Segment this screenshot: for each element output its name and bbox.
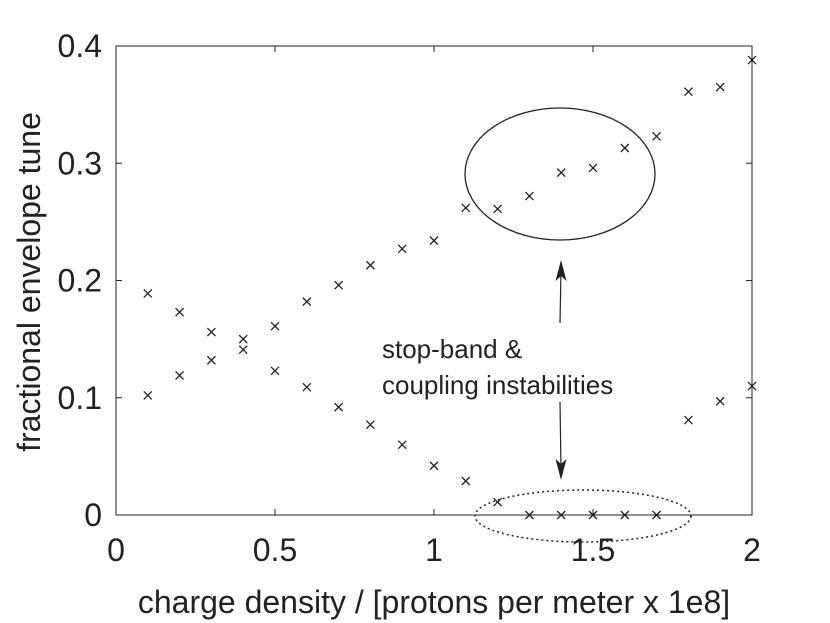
- data-point: [429, 461, 439, 471]
- x-tick-label: 2: [743, 532, 761, 568]
- data-point: [652, 510, 662, 520]
- data-point: [461, 203, 471, 213]
- y-tick-label: 0.3: [58, 145, 102, 181]
- data-point: [270, 321, 280, 331]
- y-tick-label: 0.2: [58, 263, 102, 299]
- annotation-line-2: coupling instabilities: [382, 370, 613, 400]
- annotation-line-1: stop-band &: [382, 334, 522, 364]
- data-markers: [143, 55, 757, 520]
- y-tick-label: 0.4: [58, 28, 102, 64]
- data-point: [556, 168, 566, 178]
- lower-instability-dotted-ellipse: [474, 489, 692, 543]
- data-point: [238, 345, 248, 355]
- data-point: [493, 497, 503, 507]
- data-point: [397, 440, 407, 450]
- data-point: [493, 204, 503, 214]
- data-point: [588, 163, 598, 173]
- data-point: [620, 143, 630, 153]
- data-point: [175, 307, 185, 317]
- y-tick-label: 0.1: [58, 380, 102, 416]
- data-point: [334, 280, 344, 290]
- down-arrow: [555, 401, 567, 480]
- data-point: [683, 415, 693, 425]
- data-point: [206, 355, 216, 365]
- data-point: [302, 297, 312, 307]
- x-axis-label: charge density / [protons per meter x 1e…: [138, 584, 730, 620]
- data-point: [365, 420, 375, 430]
- data-point: [429, 236, 439, 246]
- data-point: [747, 381, 757, 391]
- data-point: [620, 510, 630, 520]
- x-tick-label: 0.5: [253, 532, 297, 568]
- data-point: [302, 382, 312, 392]
- x-tick-label: 1: [425, 532, 443, 568]
- data-point: [715, 396, 725, 406]
- data-point: [524, 510, 534, 520]
- x-axis-ticks: 0 0.5 1 1.5 2: [107, 46, 761, 568]
- data-point: [238, 334, 248, 344]
- y-tick-label: 0: [84, 497, 102, 533]
- data-point: [175, 371, 185, 380]
- data-point: [683, 87, 693, 97]
- data-point: [461, 476, 471, 486]
- data-point: [143, 390, 153, 400]
- data-point: [652, 131, 662, 141]
- data-point: [365, 260, 375, 270]
- y-axis-ticks: 0 0.1 0.2 0.3 0.4: [58, 28, 752, 533]
- data-point: [206, 327, 216, 337]
- data-point: [270, 366, 280, 376]
- data-point: [556, 510, 566, 520]
- x-tick-label: 1.5: [571, 532, 615, 568]
- up-arrow: [555, 260, 567, 324]
- y-axis-label: fractional envelope tune: [11, 112, 47, 452]
- upper-instability-ellipse: [464, 107, 656, 241]
- data-point: [524, 191, 534, 201]
- data-point: [143, 288, 153, 298]
- data-point: [715, 82, 725, 92]
- data-point: [747, 55, 757, 65]
- data-point: [588, 510, 598, 520]
- x-tick-label: 0: [107, 532, 125, 568]
- data-point: [397, 244, 407, 254]
- data-point: [334, 402, 344, 412]
